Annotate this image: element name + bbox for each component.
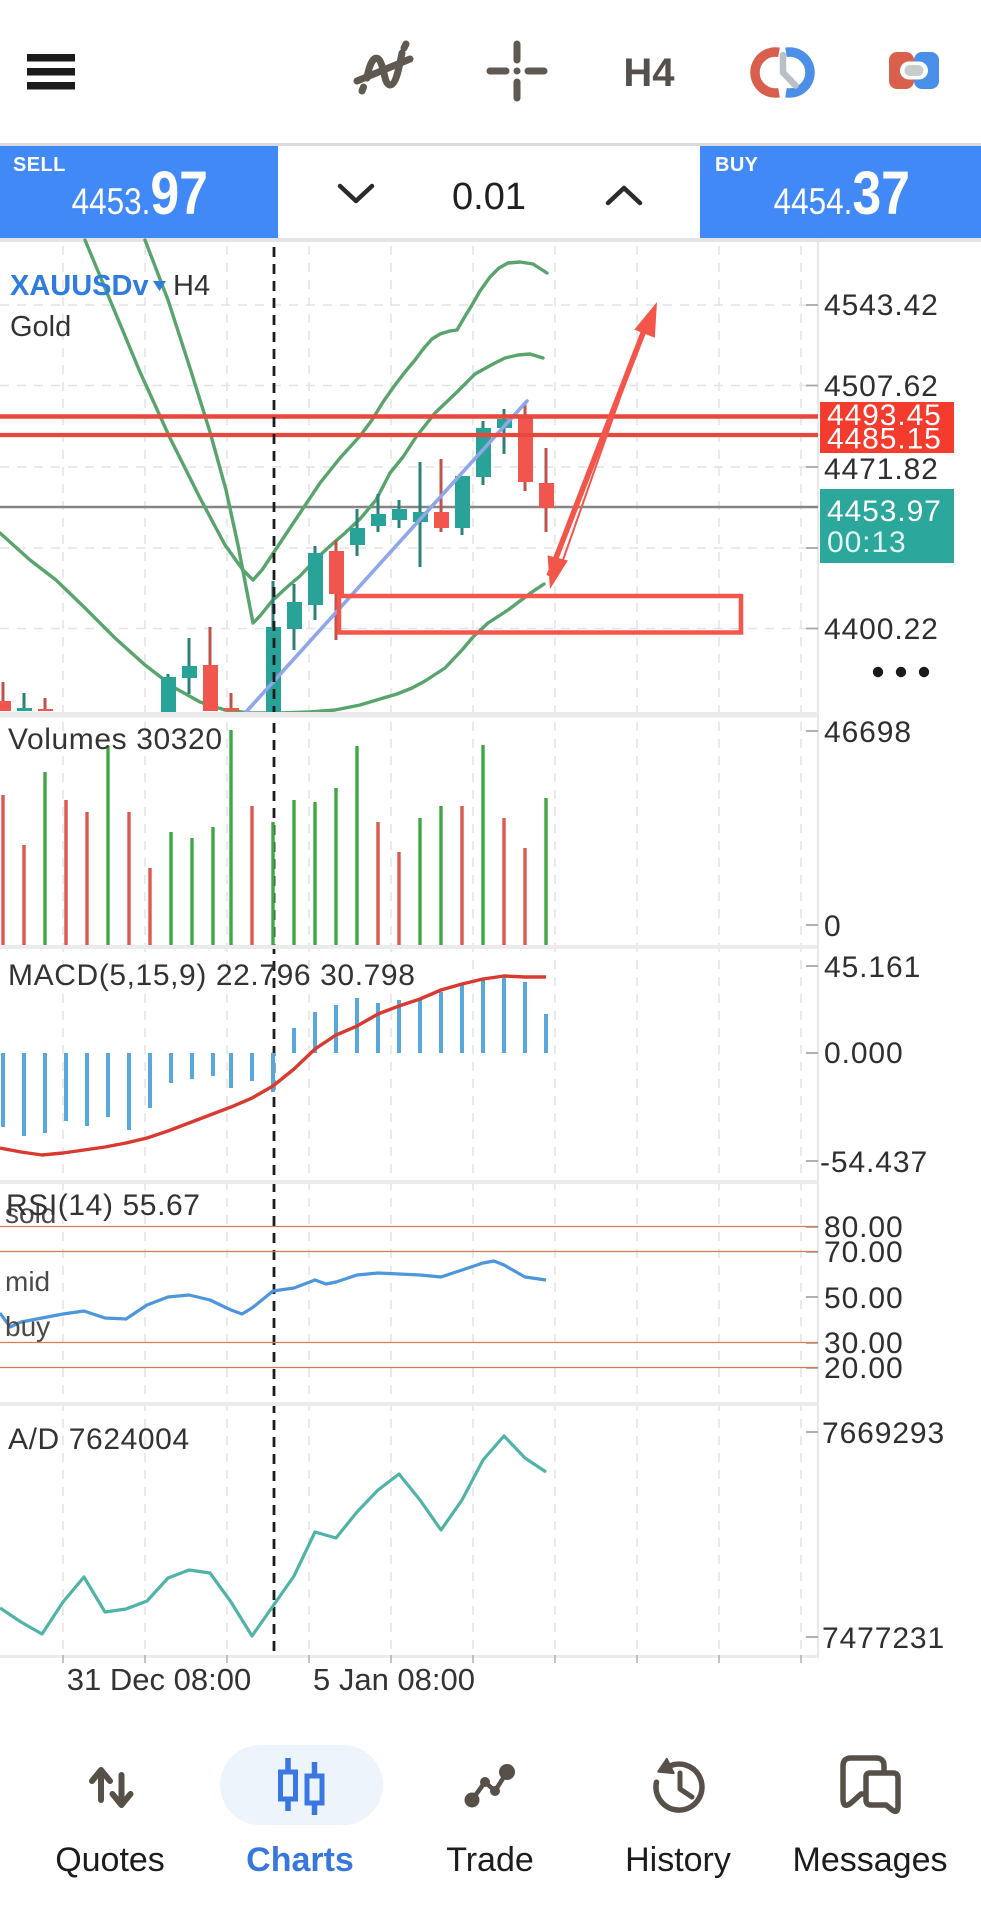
svg-text:0: 0: [824, 910, 842, 943]
svg-text:20.00: 20.00: [824, 1352, 904, 1385]
svg-text:mid: mid: [5, 1266, 50, 1297]
svg-text:5 Jan 08:00: 5 Jan 08:00: [313, 1662, 475, 1697]
svg-text:00:13: 00:13: [827, 526, 907, 559]
svg-text:0.01: 0.01: [452, 176, 526, 218]
svg-text:MACD(5,15,9) 22.796 30.798: MACD(5,15,9) 22.796 30.798: [8, 959, 416, 992]
svg-text:4471.82: 4471.82: [824, 453, 939, 486]
svg-text:7477231: 7477231: [822, 1622, 945, 1655]
svg-text:4493.45: 4493.45: [827, 399, 942, 432]
svg-text:30.00: 30.00: [824, 1327, 904, 1360]
svg-text:XAUUSDv: XAUUSDv: [10, 270, 149, 302]
svg-text:H4: H4: [173, 270, 210, 302]
svg-text:7669293: 7669293: [822, 1417, 945, 1450]
svg-text:0.000: 0.000: [824, 1037, 904, 1070]
svg-text:Trade: Trade: [446, 1841, 534, 1879]
svg-text:80.00: 80.00: [824, 1211, 904, 1244]
svg-text:31 Dec 08:00: 31 Dec 08:00: [67, 1662, 251, 1697]
svg-text:Charts: Charts: [246, 1841, 354, 1879]
svg-text:4543.42: 4543.42: [824, 289, 939, 322]
svg-text:A/D 7624004: A/D 7624004: [8, 1423, 190, 1456]
svg-text:Messages: Messages: [793, 1841, 948, 1879]
svg-text:Volumes 30320: Volumes 30320: [8, 723, 223, 756]
svg-text:Gold: Gold: [10, 311, 71, 343]
svg-text:50.00: 50.00: [824, 1282, 904, 1315]
svg-text:buy: buy: [5, 1311, 50, 1342]
svg-text:Quotes: Quotes: [55, 1841, 165, 1879]
svg-text:4485.15: 4485.15: [827, 423, 942, 456]
svg-text:History: History: [625, 1841, 731, 1879]
svg-text:4507.62: 4507.62: [824, 370, 939, 403]
svg-text:RSI(14) 55.67: RSI(14) 55.67: [6, 1189, 201, 1222]
svg-text:-54.437: -54.437: [820, 1146, 928, 1179]
svg-text:45.161: 45.161: [824, 951, 921, 984]
svg-text:H4: H4: [623, 51, 675, 95]
svg-text:70.00: 70.00: [824, 1236, 904, 1269]
svg-text:sold: sold: [5, 1198, 56, 1229]
svg-text:4453.97: 4453.97: [827, 495, 942, 528]
svg-text:4400.22: 4400.22: [824, 613, 939, 646]
svg-text:46698: 46698: [824, 716, 912, 749]
